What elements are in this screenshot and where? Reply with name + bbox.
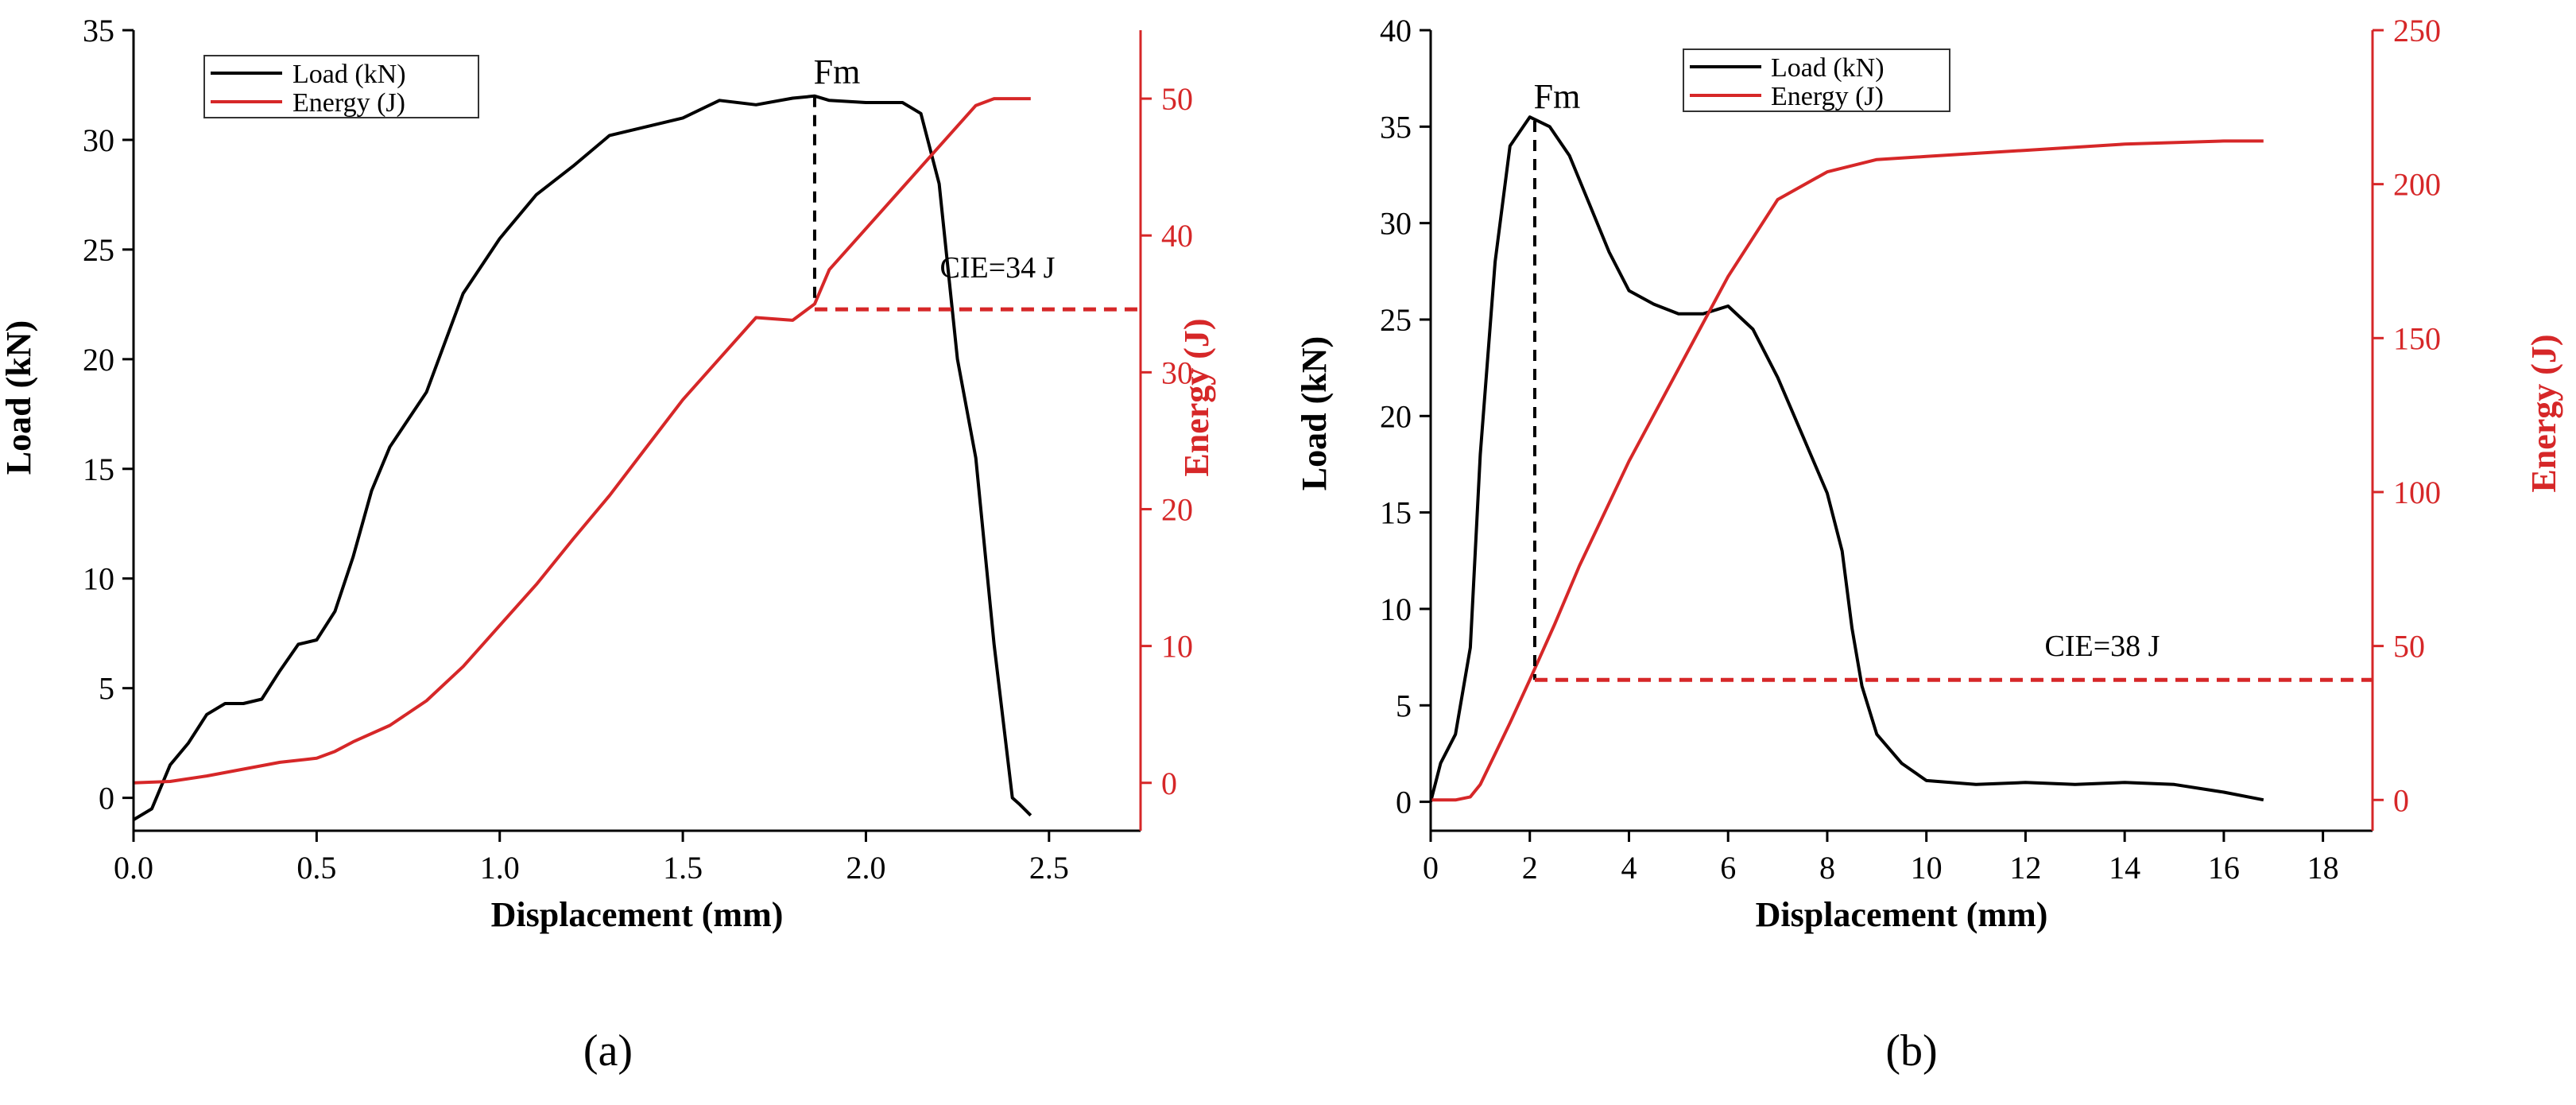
legend-box bbox=[1683, 48, 1950, 112]
y-tick-label: 25 bbox=[1380, 302, 1412, 338]
y-tick-label: 15 bbox=[1380, 495, 1412, 531]
y2-tick-label: 200 bbox=[2393, 167, 2441, 203]
fm-label: Fm bbox=[814, 52, 861, 91]
x-tick-label: 2.5 bbox=[1029, 850, 1069, 886]
y-tick-label: 20 bbox=[1380, 398, 1412, 434]
x-tick-label: 4 bbox=[1621, 850, 1637, 886]
y-tick-label: 0 bbox=[99, 781, 114, 816]
chart-panel-a: Fm CIE=34 J 0.0 0.5 1.0 1.5 2.0 2.5 0 5 10 15 20 25 3… bbox=[0, 13, 1216, 1076]
legend-energy-label: Energy (J) bbox=[292, 88, 405, 118]
panel-label-b: (b) bbox=[1885, 1026, 1937, 1076]
legend-load-label: Load (kN) bbox=[292, 60, 406, 89]
y-tick-label: 5 bbox=[99, 671, 114, 707]
y2-tick-label: 100 bbox=[2393, 475, 2441, 510]
y-tick-label: 10 bbox=[1380, 591, 1412, 627]
x-tick-label: 10 bbox=[1911, 850, 1943, 886]
y-axis-title: Load (kN) bbox=[1295, 336, 1334, 490]
y2-axis-title: Energy (J) bbox=[2524, 334, 2563, 492]
y2-tick-label: 150 bbox=[2393, 320, 2441, 356]
plot-area-b: Fm CIE=38 J bbox=[1429, 77, 2373, 803]
y2-tick-label: 30 bbox=[1161, 355, 1193, 390]
y2-tick-label: 250 bbox=[2393, 13, 2441, 48]
legend-a: Load (kN) Energy (J) bbox=[203, 55, 479, 118]
energy-series-line bbox=[133, 97, 1031, 785]
x-tick-label: 0.0 bbox=[114, 850, 153, 886]
x-tick-label: 2 bbox=[1522, 850, 1538, 886]
legend-energy-label: Energy (J) bbox=[1771, 82, 1884, 111]
x-tick-label: 0 bbox=[1423, 850, 1439, 886]
y-tick-label: 5 bbox=[1396, 688, 1412, 723]
x-tick-label: 2.0 bbox=[846, 850, 885, 886]
panel-label-a: (a) bbox=[583, 1026, 633, 1076]
y2-tick-label: 20 bbox=[1161, 491, 1193, 527]
axes-a: 0.0 0.5 1.0 1.5 2.0 2.5 0 5 10 15 20 25 30 35 0 10 20 30 4… bbox=[0, 13, 1216, 934]
y2-tick-label: 0 bbox=[2393, 782, 2409, 818]
cie-label: CIE=34 J bbox=[940, 251, 1056, 285]
load-series-line bbox=[1429, 115, 2264, 803]
y-tick-label: 20 bbox=[83, 342, 114, 378]
x-tick-label: 14 bbox=[2109, 850, 2140, 886]
load-series-line bbox=[132, 94, 1032, 821]
legend-b: Load (kN) Energy (J) bbox=[1683, 48, 1950, 112]
cie-label: CIE=38 J bbox=[2045, 630, 2160, 663]
y2-tick-label: 0 bbox=[1161, 766, 1177, 801]
x-tick-label: 1.0 bbox=[480, 850, 520, 886]
x-tick-label: 18 bbox=[2307, 850, 2339, 886]
y-tick-label: 10 bbox=[83, 561, 114, 597]
y-tick-label: 40 bbox=[1380, 13, 1412, 48]
y-tick-label: 0 bbox=[1396, 785, 1412, 820]
legend-box bbox=[203, 55, 479, 118]
x-axis-title: Displacement (mm) bbox=[491, 895, 784, 934]
chart-panel-b: Fm CIE=38 J 0 2 4 6 8 10 12 14 16 18 0 5 10 15 20 25 30 35… bbox=[1295, 13, 2563, 1076]
y2-tick-label: 50 bbox=[1161, 81, 1193, 117]
y-tick-label: 15 bbox=[83, 452, 114, 487]
y2-tick-label: 40 bbox=[1161, 218, 1193, 254]
fm-label: Fm bbox=[1534, 77, 1581, 116]
x-axis-title: Displacement (mm) bbox=[1756, 895, 2048, 934]
legend-load-label: Load (kN) bbox=[1771, 53, 1885, 83]
axes-b: 0 2 4 6 8 10 12 14 16 18 0 5 10 15 20 25 30 35 40 0 50 100 150… bbox=[1295, 13, 2563, 934]
x-tick-label: 0.5 bbox=[296, 850, 336, 886]
plot-area-a: Fm CIE=34 J bbox=[132, 52, 1141, 821]
y-tick-label: 30 bbox=[1380, 206, 1412, 242]
y2-tick-label: 10 bbox=[1161, 629, 1193, 665]
x-tick-label: 6 bbox=[1720, 850, 1736, 886]
y2-tick-label: 50 bbox=[2393, 629, 2425, 665]
x-tick-label: 8 bbox=[1819, 850, 1835, 886]
x-tick-label: 12 bbox=[2009, 850, 2041, 886]
energy-series-line bbox=[1431, 139, 2264, 802]
y-tick-label: 30 bbox=[83, 122, 114, 158]
x-tick-label: 16 bbox=[2208, 850, 2240, 886]
y-axis-title: Load (kN) bbox=[0, 320, 38, 475]
y-tick-label: 35 bbox=[1380, 109, 1412, 145]
x-tick-label: 1.5 bbox=[663, 850, 703, 886]
y2-axis-title: Energy (J) bbox=[1177, 318, 1216, 476]
y-tick-label: 35 bbox=[83, 13, 114, 48]
y-tick-label: 25 bbox=[83, 232, 114, 268]
